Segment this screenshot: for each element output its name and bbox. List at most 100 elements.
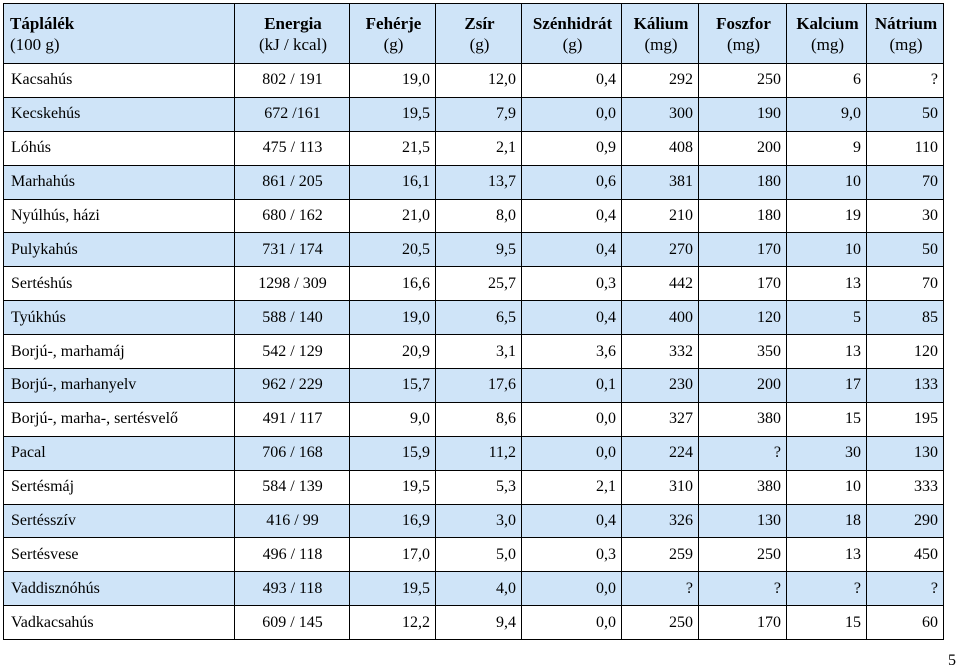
food-name-cell: Sertésszív xyxy=(3,503,235,539)
value-cell: 250 xyxy=(698,63,787,98)
column-header-unit: (g) xyxy=(469,34,490,54)
value-cell: 21,5 xyxy=(349,130,436,166)
table-row: Kacsahús 802 / 191 19,0 12,0 0,4 292 250 6? xyxy=(3,63,944,98)
column-header: Foszfor (mg) xyxy=(698,3,787,64)
value-cell: 861 / 205 xyxy=(234,164,350,200)
value-cell: 170 xyxy=(698,232,787,268)
value-cell: 5 xyxy=(786,300,867,336)
value-cell: 0,3 xyxy=(521,266,622,302)
food-name-cell: Sertéshús xyxy=(3,266,235,302)
value-cell: 609 / 145 xyxy=(234,605,350,641)
table-row: Pulykahús 731 / 174 20,5 9,5 0,4 270 170 10 50 xyxy=(3,232,944,268)
value-cell: 230 xyxy=(621,368,699,403)
food-name-cell: Vadkacsahús xyxy=(3,605,235,641)
value-cell: 17,0 xyxy=(349,537,436,573)
value-cell: 9,0 xyxy=(349,401,436,437)
column-header-label: Szénhidrát xyxy=(532,13,613,33)
value-cell: 542 / 129 xyxy=(234,334,350,370)
column-header: Nátrium (mg) xyxy=(866,3,944,64)
column-header-label: Foszfor xyxy=(716,13,771,33)
food-name-cell: Borjú-, marha-, sertésvelő xyxy=(3,401,235,437)
table-row: Nyúlhús, házi 680 / 162 21,0 8,0 0,4 210 180 19… xyxy=(3,198,944,234)
food-name-cell: Tyúkhús xyxy=(3,300,235,336)
value-cell: 0,0 xyxy=(521,96,622,132)
value-cell: 0,9 xyxy=(521,130,622,166)
value-cell: 5,0 xyxy=(435,537,522,573)
value-cell: 133 xyxy=(866,368,944,403)
value-cell: 9,0 xyxy=(786,96,867,132)
value-cell: 0,3 xyxy=(521,537,622,573)
value-cell: 0,0 xyxy=(521,435,622,471)
value-cell: 70 xyxy=(866,164,944,200)
value-cell: 292 xyxy=(621,63,699,98)
value-cell: 0,0 xyxy=(521,571,622,607)
value-cell: 380 xyxy=(698,401,787,437)
value-cell: 12,2 xyxy=(349,605,436,641)
value-cell: 491 / 117 xyxy=(234,401,350,437)
column-header-unit: (kJ / kcal) xyxy=(259,34,327,54)
value-cell: ? xyxy=(698,435,787,471)
value-cell: 300 xyxy=(621,96,699,132)
value-cell: 326 xyxy=(621,503,699,539)
value-cell: 7,9 xyxy=(435,96,522,132)
value-cell: 13 xyxy=(786,537,867,573)
value-cell: 20,5 xyxy=(349,232,436,268)
value-cell: 15 xyxy=(786,605,867,641)
value-cell: 408 xyxy=(621,130,699,166)
table-row: Borjú-, marhanyelv 962 / 229 15,7 17,6 0,1 23… xyxy=(3,368,944,403)
table-body: Kacsahús 802 / 191 19,0 12,0 0,4 292 250 6? Kecs… xyxy=(3,63,944,641)
column-header: Energia (kJ / kcal) xyxy=(234,3,350,64)
value-cell: 19,0 xyxy=(349,63,436,98)
value-cell: 706 / 168 xyxy=(234,435,350,471)
value-cell: 190 xyxy=(698,96,787,132)
value-cell: 3,0 xyxy=(435,503,522,539)
table-row: Vaddisznóhús 493 / 118 19,5 4,0 0,0???? xyxy=(3,571,944,607)
column-header-label: Fehérje xyxy=(365,13,422,33)
value-cell: 672 /161 xyxy=(234,96,350,132)
food-name-cell: Pulykahús xyxy=(3,232,235,268)
value-cell: 180 xyxy=(698,198,787,234)
table-row: Sertésszív 416 / 99 16,9 3,0 0,4 326 130 18 290 xyxy=(3,503,944,539)
food-name-cell: Borjú-, marhamáj xyxy=(3,334,235,370)
value-cell: 802 / 191 xyxy=(234,63,350,98)
value-cell: 180 xyxy=(698,164,787,200)
value-cell: 380 xyxy=(698,469,787,505)
value-cell: 17 xyxy=(786,368,867,403)
value-cell: 475 / 113 xyxy=(234,130,350,166)
value-cell: 290 xyxy=(866,503,944,539)
value-cell: 270 xyxy=(621,232,699,268)
value-cell: 0,4 xyxy=(521,300,622,336)
column-header-label: Kalcium xyxy=(796,13,859,33)
header-row: Táplálék (100 g) Energia (kJ / kcal) Fehérje… xyxy=(3,3,944,64)
column-header: Zsír (g) xyxy=(435,3,522,64)
column-header-unit: (100 g) xyxy=(10,34,60,54)
value-cell: 0,4 xyxy=(521,198,622,234)
food-name-cell: Sertésmáj xyxy=(3,469,235,505)
value-cell: 9,5 xyxy=(435,232,522,268)
column-header-label: Energia xyxy=(264,13,322,33)
value-cell: 496 / 118 xyxy=(234,537,350,573)
column-header: Kálium (mg) xyxy=(621,3,699,64)
value-cell: 224 xyxy=(621,435,699,471)
table-row: Sertésmáj 584 / 139 19,5 5,3 2,1 310 380 10 333 xyxy=(3,469,944,505)
value-cell: 19,0 xyxy=(349,300,436,336)
table-row: Kecskehús 672 /161 19,5 7,9 0,0 300 190 9,0 50 xyxy=(3,96,944,132)
value-cell: 10 xyxy=(786,469,867,505)
value-cell: 13,7 xyxy=(435,164,522,200)
value-cell: 0,0 xyxy=(521,605,622,641)
table-row: Borjú-, marha-, sertésvelő 491 / 117 9,0 8,… xyxy=(3,401,944,437)
value-cell: 2,1 xyxy=(521,469,622,505)
value-cell: 416 / 99 xyxy=(234,503,350,539)
page-number: 5 xyxy=(948,652,956,669)
column-header-unit: (g) xyxy=(562,34,583,54)
food-name-cell: Kacsahús xyxy=(3,63,235,98)
value-cell: 584 / 139 xyxy=(234,469,350,505)
value-cell: 3,1 xyxy=(435,334,522,370)
value-cell: 310 xyxy=(621,469,699,505)
food-name-cell: Marhahús xyxy=(3,164,235,200)
value-cell: 12,0 xyxy=(435,63,522,98)
column-header-label: Zsír xyxy=(464,13,495,33)
column-header-unit: (mg) xyxy=(726,34,761,54)
value-cell: 333 xyxy=(866,469,944,505)
food-name-cell: Nyúlhús, házi xyxy=(3,198,235,234)
